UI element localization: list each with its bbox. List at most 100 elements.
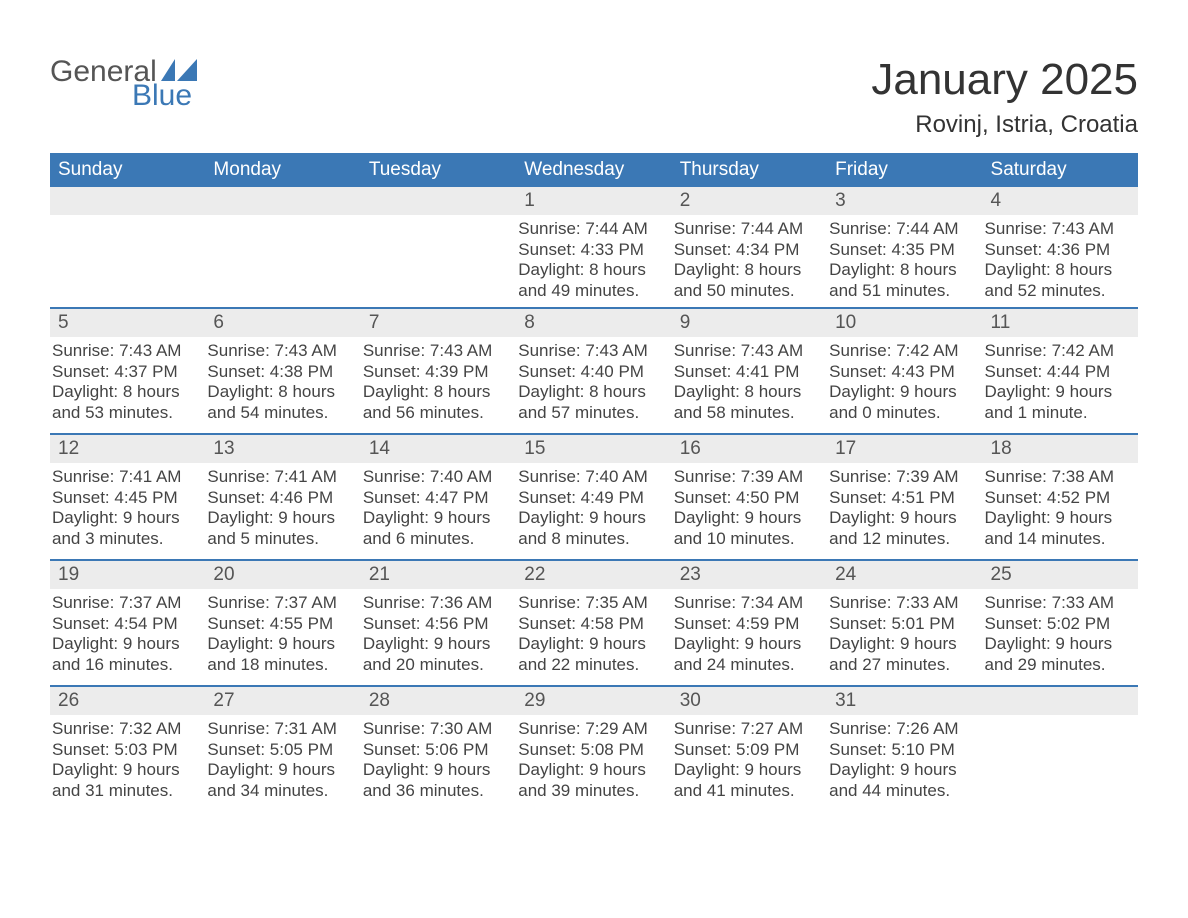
day-content: Sunrise: 7:26 AMSunset: 5:10 PMDaylight:… [827,715,982,806]
daylight-text: and 53 minutes. [52,403,205,424]
daylight-text: Daylight: 9 hours [207,508,360,529]
logo: General Blue [50,55,197,113]
calendar-cell: 2Sunrise: 7:44 AMSunset: 4:34 PMDaylight… [672,187,827,307]
sunrise-text: Sunrise: 7:33 AM [985,593,1138,614]
sunrise-text: Sunrise: 7:42 AM [985,341,1138,362]
day-number-bar: 21 [361,559,516,589]
daylight-text: Daylight: 9 hours [985,508,1138,529]
calendar-cell: 3Sunrise: 7:44 AMSunset: 4:35 PMDaylight… [827,187,982,307]
calendar-week-row: 19Sunrise: 7:37 AMSunset: 4:54 PMDayligh… [50,559,1138,685]
sunrise-text: Sunrise: 7:29 AM [518,719,671,740]
sunrise-text: Sunrise: 7:44 AM [518,219,671,240]
day-content: Sunrise: 7:30 AMSunset: 5:06 PMDaylight:… [361,715,516,806]
sunrise-text: Sunrise: 7:33 AM [829,593,982,614]
calendar-cell: 13Sunrise: 7:41 AMSunset: 4:46 PMDayligh… [205,433,360,559]
day-number-bar: 1 [516,187,671,215]
day-number-bar: 2 [672,187,827,215]
calendar-cell: 21Sunrise: 7:36 AMSunset: 4:56 PMDayligh… [361,559,516,685]
day-number-bar: 7 [361,307,516,337]
daylight-text: and 14 minutes. [985,529,1138,550]
calendar-table: Sunday Monday Tuesday Wednesday Thursday… [50,153,1138,811]
calendar-cell: 8Sunrise: 7:43 AMSunset: 4:40 PMDaylight… [516,307,671,433]
daylight-text: Daylight: 8 hours [363,382,516,403]
calendar-cell: 11Sunrise: 7:42 AMSunset: 4:44 PMDayligh… [983,307,1138,433]
weekday-header: Sunday [50,153,205,187]
page-title: January 2025 [871,55,1138,105]
calendar-cell: 9Sunrise: 7:43 AMSunset: 4:41 PMDaylight… [672,307,827,433]
header: General Blue January 2025 Rovinj, Istria… [50,55,1138,139]
calendar-week-row: 12Sunrise: 7:41 AMSunset: 4:45 PMDayligh… [50,433,1138,559]
daylight-text: Daylight: 8 hours [518,382,671,403]
calendar-cell: 30Sunrise: 7:27 AMSunset: 5:09 PMDayligh… [672,685,827,811]
sunset-text: Sunset: 4:46 PM [207,488,360,509]
daylight-text: and 52 minutes. [985,281,1138,302]
sunrise-text: Sunrise: 7:27 AM [674,719,827,740]
calendar-cell: 7Sunrise: 7:43 AMSunset: 4:39 PMDaylight… [361,307,516,433]
daylight-text: Daylight: 9 hours [207,634,360,655]
day-number-bar: 18 [983,433,1138,463]
daylight-text: Daylight: 8 hours [829,260,982,281]
day-number-bar: 31 [827,685,982,715]
sunrise-text: Sunrise: 7:35 AM [518,593,671,614]
sunrise-text: Sunrise: 7:41 AM [207,467,360,488]
daylight-text: Daylight: 8 hours [52,382,205,403]
calendar-cell: 28Sunrise: 7:30 AMSunset: 5:06 PMDayligh… [361,685,516,811]
calendar-cell: 26Sunrise: 7:32 AMSunset: 5:03 PMDayligh… [50,685,205,811]
day-content: Sunrise: 7:39 AMSunset: 4:51 PMDaylight:… [827,463,982,554]
calendar-cell: 29Sunrise: 7:29 AMSunset: 5:08 PMDayligh… [516,685,671,811]
day-content: Sunrise: 7:33 AMSunset: 5:02 PMDaylight:… [983,589,1138,680]
day-content: Sunrise: 7:40 AMSunset: 4:49 PMDaylight:… [516,463,671,554]
calendar-week-row: 26Sunrise: 7:32 AMSunset: 5:03 PMDayligh… [50,685,1138,811]
sunrise-text: Sunrise: 7:42 AM [829,341,982,362]
day-content: Sunrise: 7:36 AMSunset: 4:56 PMDaylight:… [361,589,516,680]
sunrise-text: Sunrise: 7:34 AM [674,593,827,614]
sunset-text: Sunset: 5:09 PM [674,740,827,761]
day-number-bar: 9 [672,307,827,337]
sunrise-text: Sunrise: 7:43 AM [674,341,827,362]
calendar-cell: 6Sunrise: 7:43 AMSunset: 4:38 PMDaylight… [205,307,360,433]
daylight-text: Daylight: 9 hours [518,760,671,781]
sunrise-text: Sunrise: 7:44 AM [829,219,982,240]
sunset-text: Sunset: 4:52 PM [985,488,1138,509]
day-content: Sunrise: 7:44 AMSunset: 4:33 PMDaylight:… [516,215,671,306]
daylight-text: and 22 minutes. [518,655,671,676]
sunset-text: Sunset: 4:58 PM [518,614,671,635]
day-number-bar: 20 [205,559,360,589]
sunset-text: Sunset: 4:50 PM [674,488,827,509]
calendar-cell: 1Sunrise: 7:44 AMSunset: 4:33 PMDaylight… [516,187,671,307]
day-number-bar: . [983,685,1138,715]
sunrise-text: Sunrise: 7:37 AM [207,593,360,614]
sunrise-text: Sunrise: 7:43 AM [985,219,1138,240]
daylight-text: and 50 minutes. [674,281,827,302]
daylight-text: and 12 minutes. [829,529,982,550]
calendar-cell: . [50,187,205,307]
sunset-text: Sunset: 4:43 PM [829,362,982,383]
day-number-bar: 26 [50,685,205,715]
weekday-header: Wednesday [516,153,671,187]
calendar-cell: 19Sunrise: 7:37 AMSunset: 4:54 PMDayligh… [50,559,205,685]
weekday-header: Thursday [672,153,827,187]
day-number-bar: 6 [205,307,360,337]
day-number-bar: . [50,187,205,215]
daylight-text: Daylight: 9 hours [674,760,827,781]
title-block: January 2025 Rovinj, Istria, Croatia [871,55,1138,139]
sunset-text: Sunset: 4:44 PM [985,362,1138,383]
daylight-text: Daylight: 9 hours [207,760,360,781]
daylight-text: Daylight: 9 hours [363,760,516,781]
day-content: Sunrise: 7:42 AMSunset: 4:44 PMDaylight:… [983,337,1138,428]
sunrise-text: Sunrise: 7:31 AM [207,719,360,740]
daylight-text: Daylight: 8 hours [518,260,671,281]
daylight-text: and 27 minutes. [829,655,982,676]
sunset-text: Sunset: 5:01 PM [829,614,982,635]
sunrise-text: Sunrise: 7:26 AM [829,719,982,740]
day-content: Sunrise: 7:37 AMSunset: 4:54 PMDaylight:… [50,589,205,680]
daylight-text: Daylight: 9 hours [674,508,827,529]
daylight-text: Daylight: 8 hours [674,382,827,403]
sunrise-text: Sunrise: 7:37 AM [52,593,205,614]
day-content: Sunrise: 7:33 AMSunset: 5:01 PMDaylight:… [827,589,982,680]
calendar-cell: 27Sunrise: 7:31 AMSunset: 5:05 PMDayligh… [205,685,360,811]
sunset-text: Sunset: 5:05 PM [207,740,360,761]
day-number-bar: . [361,187,516,215]
daylight-text: and 34 minutes. [207,781,360,802]
sunset-text: Sunset: 4:33 PM [518,240,671,261]
